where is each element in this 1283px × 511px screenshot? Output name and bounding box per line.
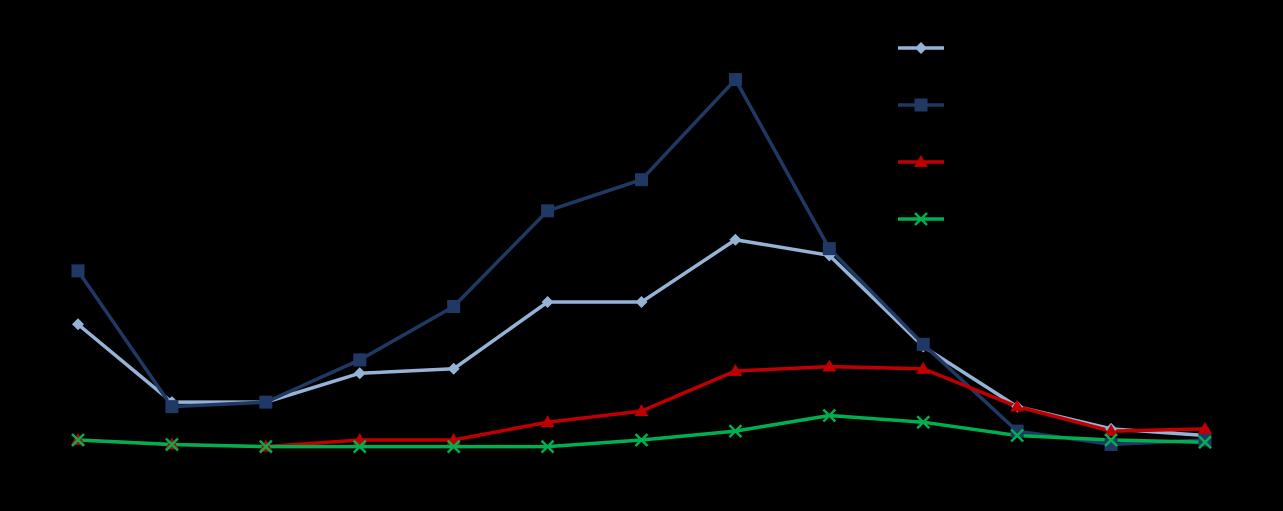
series-4-point (540, 439, 555, 454)
series-1-point (72, 318, 84, 331)
series-2-point (353, 353, 367, 367)
series-3-point (1198, 421, 1212, 434)
series-2-point (1010, 424, 1024, 438)
series-2-point (447, 300, 461, 313)
legend-marker-series-4 (914, 212, 928, 226)
series-4-point (258, 439, 273, 454)
series-4-point (352, 439, 367, 454)
series-2-point (71, 264, 85, 278)
legend-marker-series-1 (915, 42, 927, 54)
series-4-point (916, 415, 931, 430)
series-4-point (165, 437, 179, 452)
series-3-point (916, 361, 931, 374)
series-3-point (1010, 399, 1025, 412)
series-4-point (1198, 435, 1212, 450)
series-2-point (259, 395, 273, 409)
series-1-point (447, 362, 460, 375)
series-1-point (541, 296, 554, 309)
series-3-point (540, 415, 555, 428)
series-markers (71, 73, 1212, 454)
series-4-point (446, 439, 461, 454)
series-4-point (71, 433, 85, 447)
series-4-point (1010, 428, 1025, 443)
series-4-point (634, 433, 649, 447)
legend (898, 42, 944, 226)
legend-marker-series-3 (914, 155, 928, 167)
series-4-line (77, 413, 1206, 449)
series-2-point (916, 337, 930, 351)
series-4-point (728, 424, 743, 438)
series-4-point (822, 408, 837, 423)
legend-marker-series-2 (914, 98, 928, 112)
series-2-point (728, 73, 742, 87)
series-4-point (1104, 433, 1118, 447)
series-2-point (635, 173, 648, 187)
series-2-point (1198, 433, 1212, 447)
series-1-point (729, 233, 742, 246)
series-3-point (634, 404, 649, 416)
series-1-point (635, 296, 648, 309)
series-2-point (1104, 437, 1118, 451)
series-2-line (76, 77, 1206, 447)
series-3-point (728, 364, 743, 376)
series-2-point (822, 242, 836, 256)
series-3-point (1104, 424, 1119, 436)
series-3-point (822, 359, 837, 372)
series-2-point (165, 400, 179, 414)
series-lines (76, 77, 1206, 449)
series-1-point (353, 367, 366, 380)
series-2-point (541, 204, 555, 218)
